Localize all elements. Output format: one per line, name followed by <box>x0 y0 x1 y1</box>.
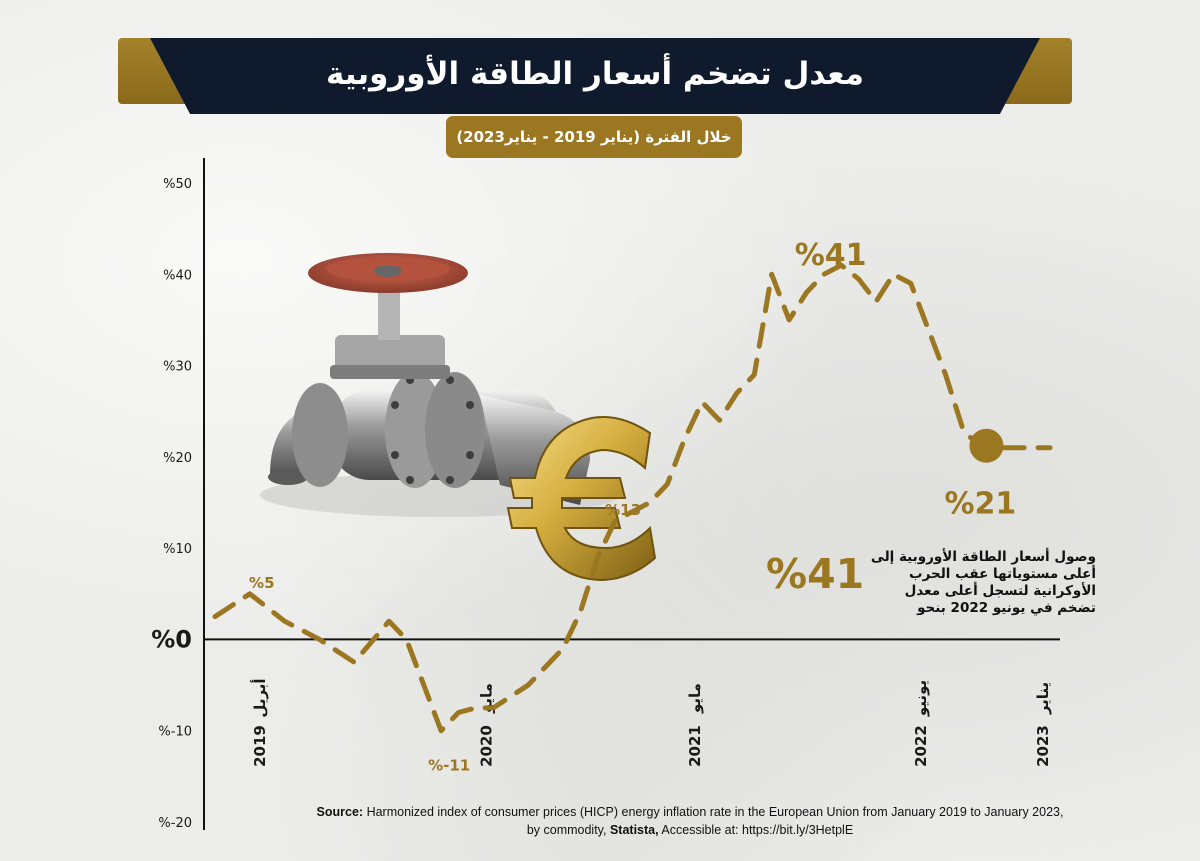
y-tick-label: %0 <box>151 625 192 653</box>
source-publisher: Statista, <box>609 823 659 837</box>
data-label: %21 <box>945 487 1017 522</box>
y-tick-label: %50 <box>163 177 192 192</box>
euro-symbol-icon <box>506 416 657 582</box>
data-label: %13 <box>605 501 641 519</box>
x-tick-year: 2023 <box>1034 725 1052 767</box>
title-banner: معدل تضخم أسعار الطاقة الأوروبية <box>150 38 1040 114</box>
x-tick-year: 2020 <box>477 725 495 767</box>
y-tick-label: %30 <box>163 360 192 375</box>
series-end-marker <box>969 428 1004 463</box>
source-label: Source: <box>316 805 364 819</box>
valve-pipe-icon <box>260 253 620 517</box>
annotation-text: وصول أسعار الطاقة الأوروبية إلى أعلى مست… <box>870 549 1096 616</box>
x-tick-label: مايو <box>686 683 704 714</box>
page-title: معدل تضخم أسعار الطاقة الأوروبية <box>326 56 864 92</box>
subtitle: خلال الفترة (يناير 2019 - يناير2023) <box>456 128 732 146</box>
y-tick-label: %-10 <box>158 725 192 740</box>
y-tick-label: %10 <box>163 542 192 557</box>
x-tick-label: يونيو <box>912 680 930 717</box>
x-tick-label: أبريل <box>250 678 269 717</box>
subtitle-pill: خلال الفترة (يناير 2019 - يناير2023) <box>446 116 742 158</box>
data-label: %-11 <box>428 757 470 775</box>
annotation-value: %41 <box>766 550 865 598</box>
y-tick-label: %-20 <box>158 816 192 831</box>
x-tick-group: مايو 2021 <box>686 683 704 767</box>
x-tick-label: يناير <box>1034 682 1052 715</box>
x-tick-group: يونيو 2022 <box>912 680 930 767</box>
source-note: Source: Harmonized index of consumer pri… <box>240 803 1140 839</box>
source-accessed: Accessible at: https://bit.ly/3HetplE <box>661 823 854 837</box>
source-text: Harmonized index of consumer prices (HIC… <box>366 805 1064 819</box>
series-line <box>212 262 1053 734</box>
x-tick-year: 2021 <box>686 725 704 767</box>
data-label: %5 <box>249 574 274 592</box>
y-tick-label: %20 <box>163 451 192 466</box>
x-tick-year: 2022 <box>912 725 930 767</box>
x-tick-group: يناير 2023 <box>1034 682 1052 767</box>
x-tick-year: 2019 <box>251 725 269 767</box>
data-label: %41 <box>795 238 867 273</box>
x-tick-group: أبريل 2019 <box>250 678 269 766</box>
source-line2: by commodity, <box>526 823 607 837</box>
y-tick-label: %40 <box>163 268 192 283</box>
